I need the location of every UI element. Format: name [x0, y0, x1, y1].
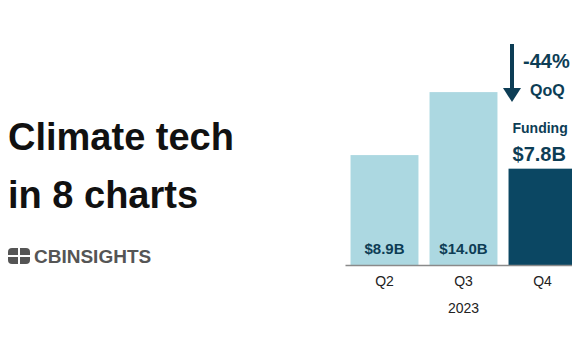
arrow-head [503, 88, 521, 102]
tick: Q4 [533, 265, 552, 289]
x-label: 2023 [448, 300, 479, 316]
x-axis: Q2 Q3 Q4 [346, 265, 572, 289]
tick: Q2 [375, 265, 394, 289]
annotation-period: QoQ [530, 82, 565, 99]
canvas: Climate tech in 8 charts CBINSIGHTS Q2 Q3 Q4 2… [0, 0, 572, 364]
tick-label: Q4 [533, 273, 552, 289]
logo-shape [8, 248, 30, 264]
bar [351, 155, 419, 265]
bar [430, 92, 498, 265]
data-label: $14.0B [439, 240, 488, 257]
brand: CBINSIGHTS [34, 246, 151, 267]
tick-label: Q3 [454, 273, 473, 289]
tick: Q3 [454, 265, 473, 289]
data-label: $7.8B [513, 143, 566, 165]
annotation-label: Funding [513, 120, 568, 136]
title: in 8 charts [8, 174, 198, 216]
tick-label: Q2 [375, 273, 394, 289]
axis-line [346, 265, 572, 267]
data-label: $8.9B [364, 240, 404, 257]
annotation-change: -44% [523, 50, 570, 72]
bar [509, 169, 572, 265]
title: Climate tech [8, 116, 234, 158]
arrow [503, 44, 521, 102]
logo-shape [8, 255, 30, 257]
arrow-shaft [510, 44, 514, 92]
bars [351, 92, 572, 265]
logo-icon [8, 248, 30, 264]
